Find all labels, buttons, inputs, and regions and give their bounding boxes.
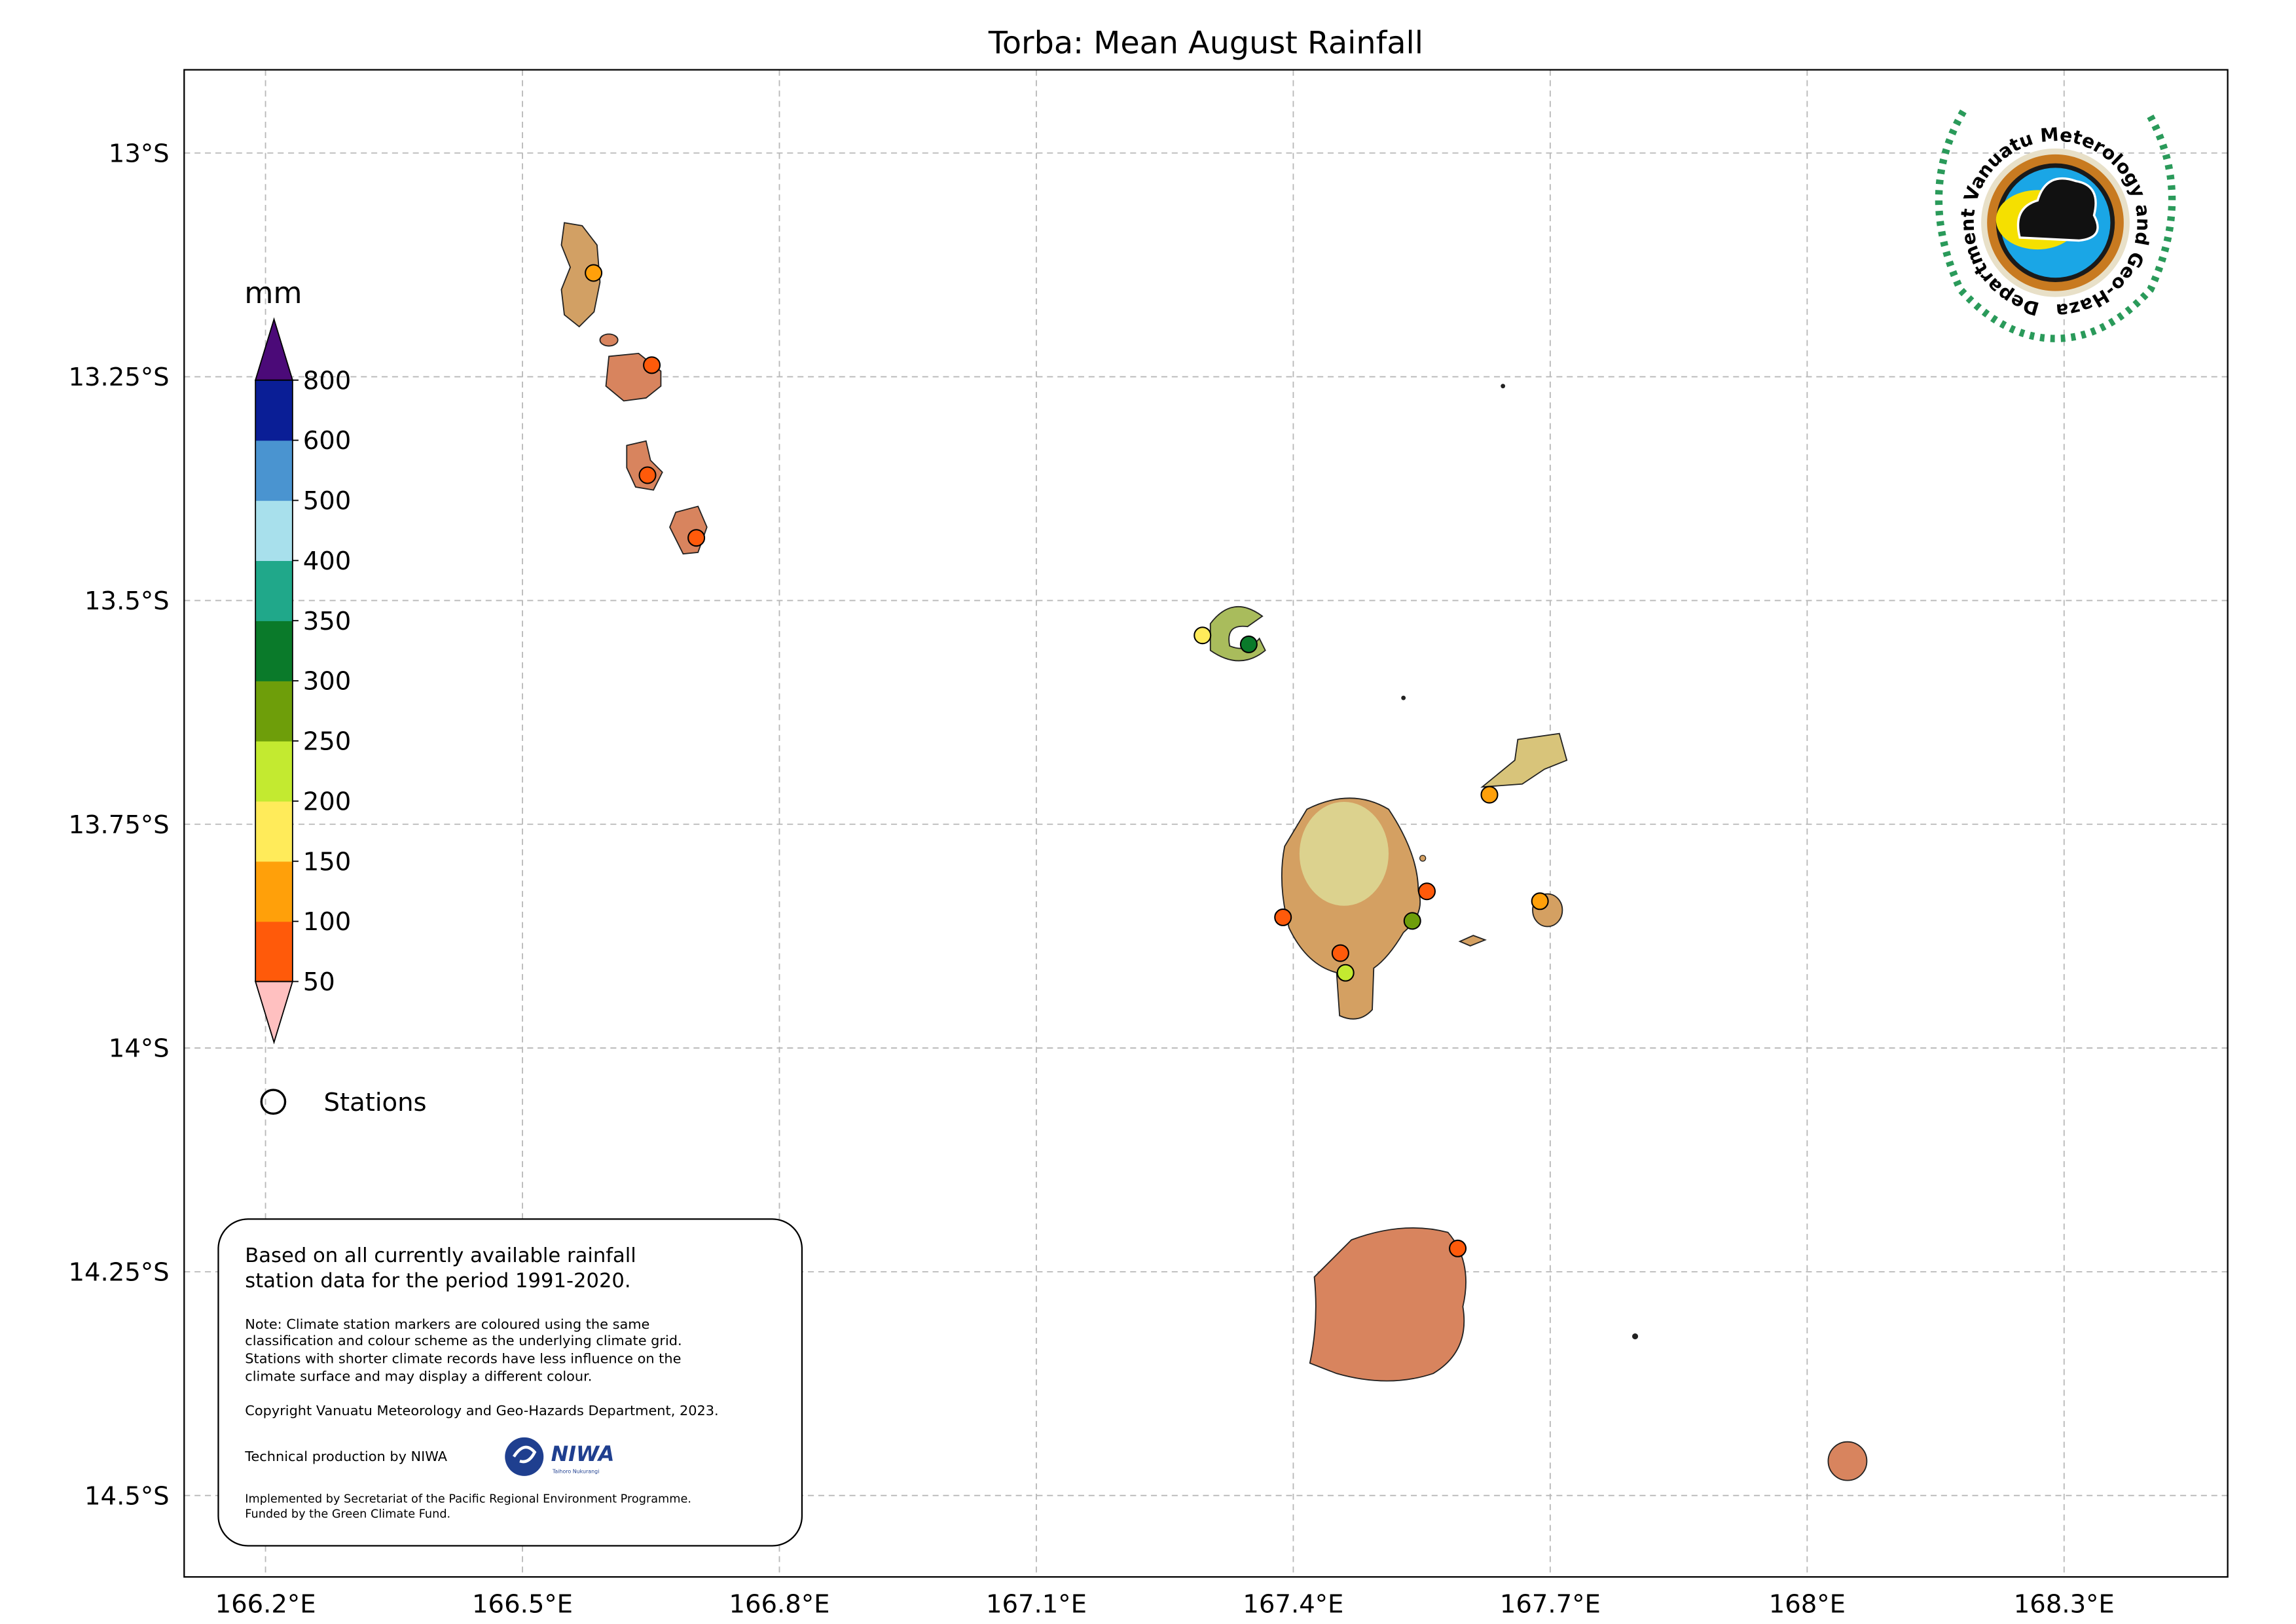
station-marker [643, 356, 661, 374]
islet [1632, 1333, 1639, 1340]
axis-ticks: 166.2°E 166.5°E 166.8°E 167.1°E 167.4°E 167.7… [69, 139, 2115, 1619]
colorbar-tick-label: 350 [303, 607, 352, 636]
colorbar-tick-label: 150 [303, 847, 352, 876]
island [1458, 935, 1487, 947]
x-tick-label: 167.1°E [986, 1590, 1087, 1619]
colorbar-segment [255, 440, 293, 501]
island [1309, 1227, 1467, 1382]
niwa-icon [505, 1437, 544, 1476]
stations [585, 264, 1549, 1257]
y-tick-label: 13°S [109, 139, 170, 168]
colorbar-segment [255, 380, 293, 441]
info-box: Based on all currently available rainfal… [217, 1218, 803, 1547]
y-tick-label: 13.25°S [69, 363, 170, 392]
note-text: Stations with shorter climate records ha… [245, 1350, 681, 1366]
station-marker [1449, 1239, 1467, 1257]
island [1827, 1441, 1868, 1481]
production-text: Technical production by NIWA [244, 1449, 448, 1464]
x-tick-label: 167.4°E [1243, 1590, 1343, 1619]
colorbar-segment [255, 921, 293, 983]
station-marker [1403, 912, 1421, 930]
station-marker [687, 529, 706, 547]
colorbar-tick-label: 500 [303, 486, 352, 516]
logo-cloud [2016, 177, 2099, 242]
logo-wreath [1935, 109, 2176, 342]
legend-label: Stations [324, 1088, 427, 1117]
station-marker [1239, 635, 1258, 653]
station-marker [585, 264, 603, 282]
colorbar-tick-label: 600 [303, 426, 352, 456]
station-marker [1194, 626, 1212, 645]
station-marker [1531, 892, 1549, 911]
station-marker [638, 466, 657, 484]
colorbar-tick-label: 400 [303, 547, 352, 576]
y-tick-label: 14.5°S [84, 1481, 170, 1511]
island-highland [1299, 801, 1389, 906]
colorbar-segment [255, 560, 293, 621]
colorbar-tick-label: 300 [303, 667, 352, 696]
island [1480, 732, 1568, 788]
note-text: classification and colour scheme as the … [245, 1333, 682, 1348]
legend-marker [260, 1089, 287, 1115]
implemented-text: Funded by the Green Climate Fund. [245, 1507, 450, 1521]
note-text: climate surface and may display a differ… [245, 1369, 592, 1384]
colorbar-label: mm [244, 276, 302, 310]
islet [1419, 854, 1427, 862]
note-text: Note: Climate station markers are colour… [245, 1316, 649, 1332]
colorbar-tick-label: 250 [303, 727, 352, 757]
colorbar-segment [255, 621, 293, 681]
x-tick-label: 168°E [1769, 1590, 1846, 1619]
x-tick-label: 168.3°E [2014, 1590, 2115, 1619]
colorbar: mm 50 100 150 200 250 300 350 400 500 600 800 [244, 276, 352, 1045]
colorbar-segment [255, 681, 293, 742]
colorbar-tick-label: 200 [303, 787, 352, 816]
station-marker [1480, 785, 1499, 804]
station-marker [1336, 964, 1355, 982]
niwa-logo-subtext: Taihoro Nukurangi [552, 1468, 600, 1474]
colorbar-segment [255, 740, 293, 802]
grid [184, 69, 2228, 1578]
colorbar-tick-label: 800 [303, 366, 352, 395]
niwa-icon-swirl [512, 1445, 537, 1464]
islet [1501, 384, 1506, 389]
y-tick-label: 13.5°S [84, 586, 170, 616]
info-text: station data for the period 1991-2020. [245, 1270, 630, 1293]
colorbar-tick-label: 100 [303, 907, 352, 937]
islet [1401, 695, 1406, 700]
x-tick-label: 166.5°E [472, 1590, 573, 1619]
info-box-frame [217, 1218, 803, 1547]
y-tick-label: 13.75°S [69, 810, 170, 840]
island [560, 222, 601, 328]
map-title: Torba: Mean August Rainfall [988, 26, 1423, 62]
x-tick-label: 167.7°E [1500, 1590, 1601, 1619]
station-marker [1331, 944, 1349, 962]
implemented-text: Implemented by Secretariat of the Pacifi… [245, 1493, 691, 1506]
y-tick-label: 14°S [109, 1034, 170, 1064]
niwa-logo-text: NIWA [551, 1443, 615, 1466]
map-frame [183, 69, 2229, 1578]
colorbar-segment [255, 500, 293, 562]
info-text: Based on all currently available rainfal… [245, 1244, 636, 1267]
x-tick-label: 166.8°E [729, 1590, 829, 1619]
station-marker [1274, 908, 1292, 926]
x-tick-label: 166.2°E [215, 1590, 316, 1619]
copyright-text: Copyright Vanuatu Meteorology and Geo-Ha… [245, 1403, 718, 1418]
station-marker [1417, 882, 1436, 901]
colorbar-segment [255, 861, 293, 922]
island [599, 333, 619, 347]
y-tick-label: 14.25°S [69, 1257, 170, 1287]
colorbar-tick-label: 50 [303, 967, 335, 997]
colorbar-segment [255, 801, 293, 862]
